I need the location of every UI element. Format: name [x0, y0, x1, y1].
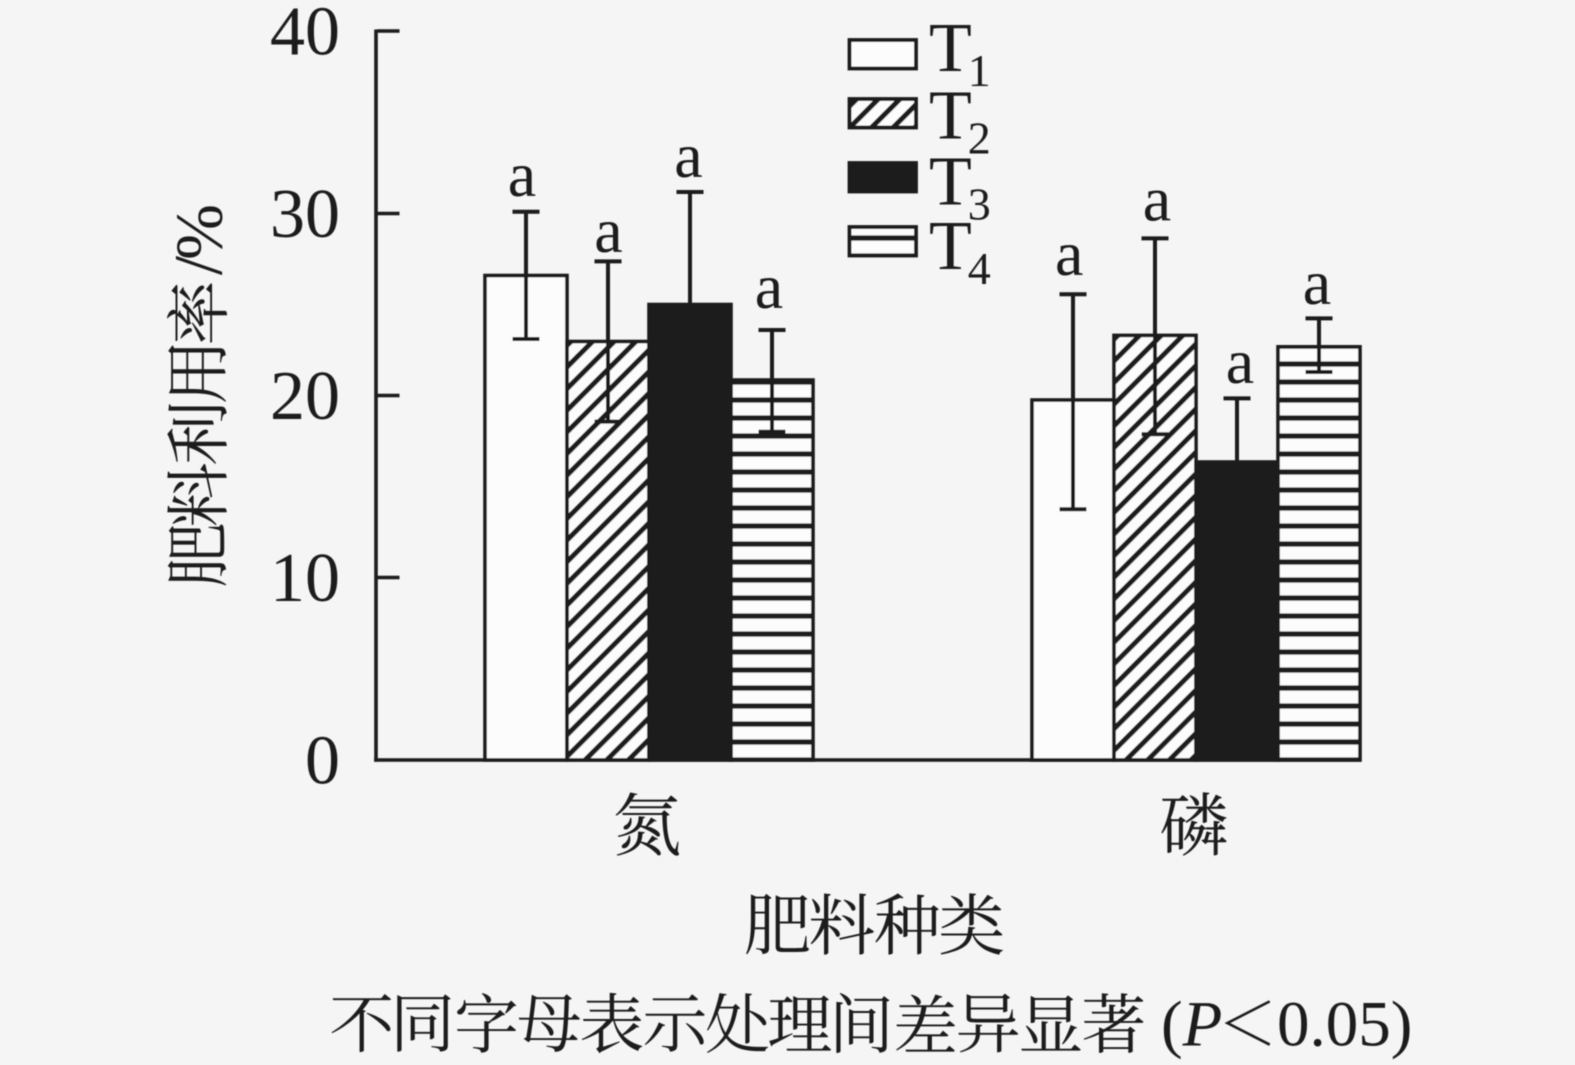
svg-text:a: a — [594, 195, 622, 266]
svg-text:(P: (P — [1161, 989, 1222, 1061]
svg-text:0.05): 0.05) — [1277, 989, 1412, 1061]
svg-text:a: a — [1226, 326, 1254, 397]
svg-text:40: 40 — [270, 0, 340, 71]
svg-text:a: a — [1055, 218, 1083, 289]
svg-text:10: 10 — [270, 540, 340, 617]
svg-text:30: 30 — [270, 176, 340, 253]
svg-text:T1: T1 — [929, 10, 991, 96]
svg-text:20: 20 — [270, 358, 340, 435]
svg-text:a: a — [674, 120, 702, 191]
svg-text:a: a — [1143, 164, 1171, 235]
svg-text:a: a — [1303, 247, 1331, 318]
svg-text:0: 0 — [305, 723, 340, 800]
svg-text:a: a — [508, 139, 536, 210]
svg-text:T2: T2 — [929, 78, 991, 164]
svg-text:a: a — [755, 251, 783, 322]
